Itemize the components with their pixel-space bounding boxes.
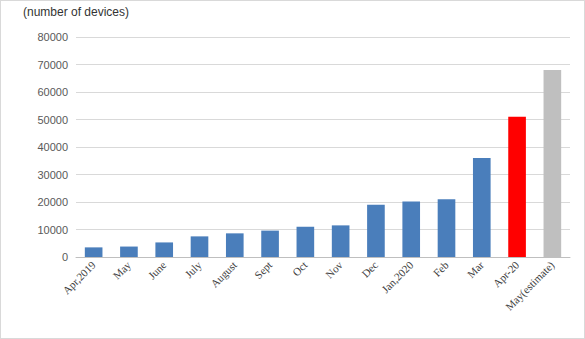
svg-text:(number of devices): (number of devices) xyxy=(23,5,129,19)
svg-text:Jan,2020: Jan,2020 xyxy=(379,258,416,295)
svg-text:10000: 10000 xyxy=(37,224,68,236)
svg-text:Sept: Sept xyxy=(252,259,274,281)
svg-text:20000: 20000 xyxy=(37,196,68,208)
svg-text:0: 0 xyxy=(62,251,68,263)
svg-text:Nov: Nov xyxy=(323,258,345,280)
svg-text:June: June xyxy=(146,259,169,282)
svg-text:Dec: Dec xyxy=(359,259,380,280)
svg-text:Apr,2019: Apr,2019 xyxy=(60,258,98,296)
svg-text:70000: 70000 xyxy=(37,59,68,71)
svg-text:Feb: Feb xyxy=(431,258,451,278)
svg-text:80000: 80000 xyxy=(37,31,68,43)
svg-text:Mar: Mar xyxy=(465,259,487,281)
svg-text:40000: 40000 xyxy=(37,141,68,153)
svg-text:30000: 30000 xyxy=(37,169,68,181)
svg-text:Oct: Oct xyxy=(290,259,310,279)
svg-text:August: August xyxy=(208,259,239,290)
svg-text:May(estimate): May(estimate) xyxy=(503,259,558,314)
svg-text:50000: 50000 xyxy=(37,114,68,126)
svg-text:60000: 60000 xyxy=(37,86,68,98)
svg-text:May: May xyxy=(110,258,133,281)
svg-text:July: July xyxy=(182,258,204,280)
svg-text:Apr-20: Apr-20 xyxy=(491,258,522,289)
